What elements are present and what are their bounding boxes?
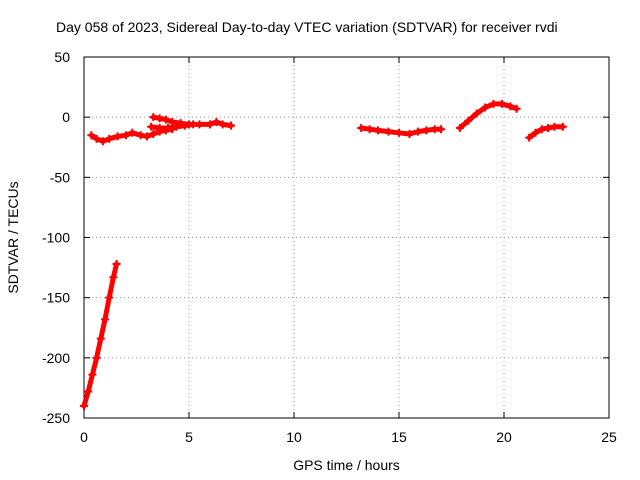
data-point	[112, 259, 121, 268]
data-point	[189, 120, 198, 129]
grid-lines	[84, 57, 609, 418]
x-tick-label: 20	[496, 429, 512, 445]
y-tick-label: 0	[62, 109, 70, 125]
data-point	[437, 125, 445, 134]
series-segment	[525, 122, 567, 142]
y-tick-label: 50	[54, 49, 70, 65]
chart-title: Day 058 of 2023, Sidereal Day-to-day VTE…	[56, 19, 558, 35]
series-segment	[80, 259, 121, 410]
x-axis-label: GPS time / hours	[293, 457, 400, 473]
axis-ticks: 0 5 10 15 20 25 -250 -200 -150 -100 -50 0 50	[42, 49, 617, 445]
series-segment	[455, 99, 521, 132]
x-tick-label: 25	[601, 429, 617, 445]
series-segment	[357, 123, 445, 139]
data-point	[227, 121, 235, 130]
data-point	[512, 104, 521, 113]
y-axis-label: SDTVAR / TECUs	[5, 181, 21, 293]
y-tick-label: -200	[42, 350, 70, 366]
y-tick-label: -250	[42, 410, 70, 426]
x-tick-label: 0	[80, 429, 88, 445]
series-segment	[147, 120, 198, 132]
plot-frame	[83, 56, 610, 419]
data-series	[80, 99, 567, 410]
data-point	[558, 122, 567, 131]
y-tick-label: -100	[42, 230, 70, 246]
y-tick-label: -50	[50, 169, 70, 185]
y-tick-label: -150	[42, 290, 70, 306]
x-tick-label: 10	[286, 429, 302, 445]
x-tick-label: 15	[391, 429, 407, 445]
x-tick-label: 5	[185, 429, 193, 445]
